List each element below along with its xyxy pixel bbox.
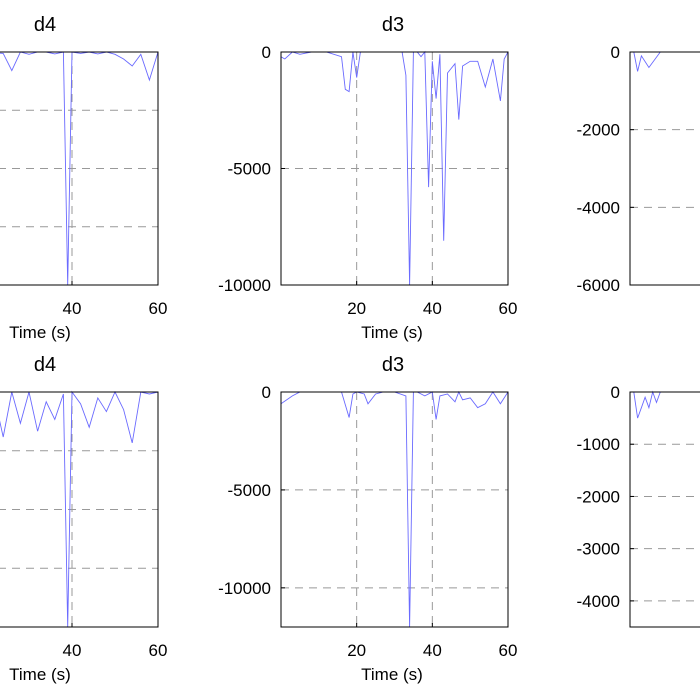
y-tick-label: -1000 [577,435,620,454]
x-tick-label: 60 [149,641,168,660]
x-axis-label: Time (s) [361,323,423,342]
y-tick-label: 0 [611,383,620,402]
x-tick-label: 60 [499,299,518,318]
y-tick-label: 0 [262,383,271,402]
series-line [0,390,159,628]
x-tick-label: 40 [63,641,82,660]
subplot-4: 204060d4Time (s) [0,354,167,684]
y-tick-label: -4000 [577,592,620,611]
x-tick-label: 20 [347,299,366,318]
subplot-title: d4 [34,354,56,376]
subplot-title: d3 [382,14,404,36]
x-axis-label: Time (s) [361,665,423,684]
series-line [630,390,661,419]
y-tick-label: -3000 [577,540,620,559]
y-tick-label: -2000 [577,121,620,140]
y-tick-label: 0 [611,43,620,62]
x-tick-label: 40 [423,641,442,660]
series-line [630,51,661,72]
axes-frame [629,391,700,628]
axes-frame [629,51,700,286]
series-line [0,51,159,286]
y-tick-label: -10000 [218,579,271,598]
y-tick-label: -5000 [228,160,271,179]
subplot-title: d3 [382,354,404,376]
y-tick-label: -10000 [218,276,271,295]
axes-frame [280,391,509,628]
y-tick-label: -5000 [228,481,271,500]
x-tick-label: 20 [347,641,366,660]
x-tick-label: 40 [423,299,442,318]
subplot-5: 20 40 60 0 -5000 -10000 d3 Time (s) [218,354,517,684]
x-tick-label: 60 [499,641,518,660]
subplot-1: 204060d4Time (s) [0,14,167,342]
subplot-3: 20-2000-4000-6000 [577,43,700,295]
x-axis-label: Time (s) [9,665,71,684]
series-line [280,390,509,628]
subplot-2: 20 40 60 0 -5000 -10000 d3 Time (s) [218,14,517,342]
subplot-title: d4 [34,14,56,36]
x-tick-label: 40 [63,299,82,318]
x-tick-label: 60 [149,299,168,318]
y-tick-label: -6000 [577,276,620,295]
y-tick-label: 0 [262,43,271,62]
subplot-6: 20-1000-2000-3000-4000 [577,383,700,628]
y-tick-label: -2000 [577,487,620,506]
axes-frame [0,391,159,628]
axes-frame [0,51,159,286]
y-tick-label: -4000 [577,198,620,217]
x-axis-label: Time (s) [9,323,71,342]
